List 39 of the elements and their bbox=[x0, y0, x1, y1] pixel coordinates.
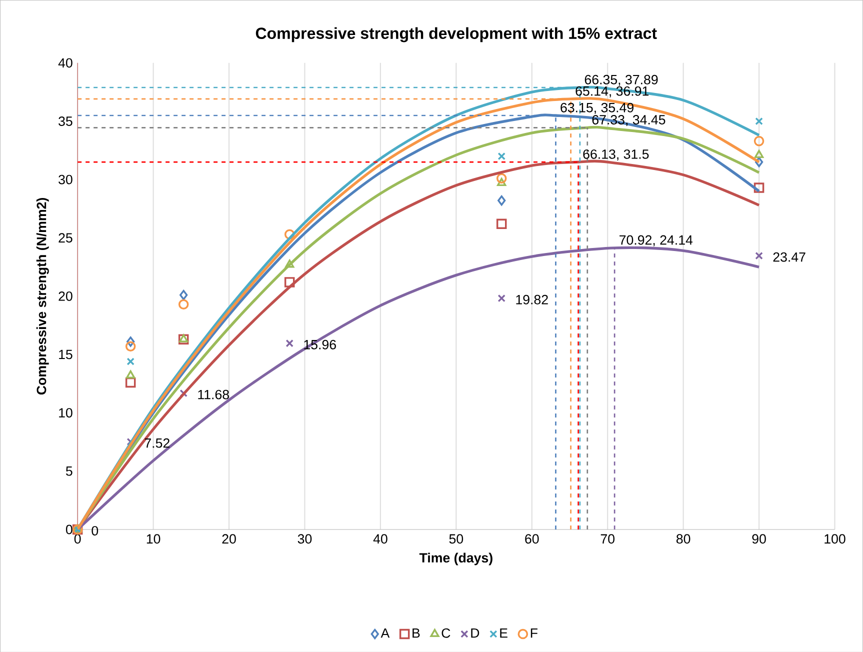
x-tick-label: 50 bbox=[449, 534, 464, 544]
x-tick-label: 80 bbox=[676, 534, 690, 544]
legend-label: B bbox=[412, 628, 420, 638]
y-tick-label: 25 bbox=[58, 232, 72, 242]
data-label: 19.82 bbox=[516, 294, 548, 304]
annotation: 66.35, 37.89 bbox=[584, 74, 658, 86]
x-axis-title: Time (days) bbox=[419, 552, 492, 566]
y-tick-label: 30 bbox=[58, 174, 72, 184]
legend-label: D bbox=[471, 628, 480, 638]
legend-label: C bbox=[442, 628, 450, 638]
x-tick-label: 30 bbox=[298, 534, 312, 544]
x-tick-label: 40 bbox=[373, 534, 388, 544]
x-tick-label: 20 bbox=[222, 534, 236, 544]
x-tick-label: 90 bbox=[752, 534, 766, 544]
legend-label: F bbox=[530, 628, 538, 638]
annotation: 66.13, 31.5 bbox=[583, 149, 649, 160]
y-tick-label: 15 bbox=[59, 350, 72, 359]
data-label: 11.68 bbox=[198, 390, 229, 400]
x-tick-label: 60 bbox=[525, 534, 539, 544]
y-tick-label: 10 bbox=[59, 408, 72, 418]
y-tick-label: 40 bbox=[58, 58, 72, 68]
x-tick-label: 100 bbox=[824, 534, 846, 544]
data-label: 7.52 bbox=[144, 438, 170, 448]
y-tick-label: 0 bbox=[66, 524, 72, 534]
x-tick-label: 0 bbox=[74, 534, 81, 544]
x-tick-label: 70 bbox=[600, 534, 614, 544]
y-tick-label: 35 bbox=[58, 116, 72, 126]
legend-label: E bbox=[500, 628, 508, 638]
y-tick-label: 20 bbox=[58, 291, 72, 301]
annotation: 70.92, 24.14 bbox=[620, 235, 693, 246]
data-label: 0 bbox=[92, 526, 98, 536]
data-label: 23.47 bbox=[773, 252, 806, 262]
y-axis-title: Compressive strength (N/mm2) bbox=[36, 198, 49, 394]
x-tick-label: 10 bbox=[146, 534, 160, 544]
annotation: 65.14, 36.91 bbox=[576, 86, 649, 98]
chart-title: Compressive strength development with 15% extract bbox=[256, 27, 657, 42]
legend-label: A bbox=[380, 628, 390, 638]
annotation: 63.15, 35.49 bbox=[560, 102, 634, 114]
y-tick-label: 5 bbox=[66, 466, 72, 476]
